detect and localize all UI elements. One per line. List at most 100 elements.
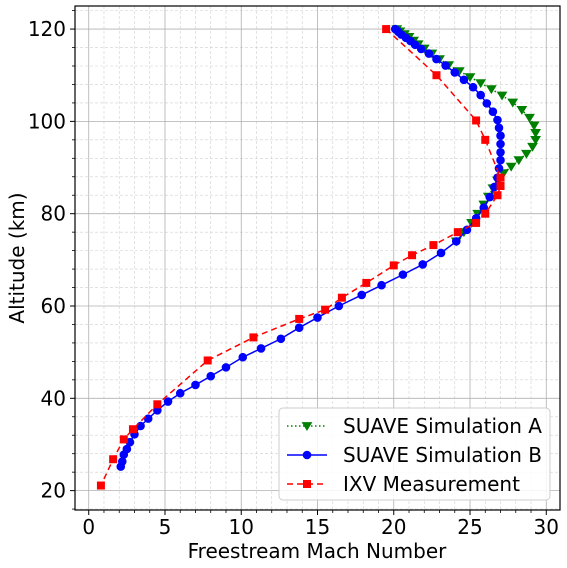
data-point — [528, 121, 540, 131]
data-point — [527, 142, 538, 152]
data-point — [408, 251, 417, 260]
legend-label: SUAVE Simulation A — [343, 414, 542, 438]
data-point — [128, 425, 137, 434]
data-point — [377, 280, 386, 290]
y-tick-label: 60 — [41, 294, 66, 318]
data-point — [206, 371, 216, 381]
data-point — [357, 290, 367, 300]
data-point — [505, 162, 517, 172]
data-point — [294, 323, 304, 332]
x-tick-label: 25 — [457, 515, 482, 539]
data-point — [521, 149, 532, 159]
y-tick-label: 100 — [28, 109, 66, 133]
data-point — [175, 388, 185, 398]
data-point — [221, 363, 231, 372]
data-point — [441, 61, 450, 70]
x-tick-label: 20 — [381, 515, 406, 539]
data-point — [143, 414, 153, 423]
plot-series — [96, 24, 541, 490]
data-point — [119, 450, 129, 459]
y-axis-label: Altitude (km) — [5, 192, 29, 323]
data-point — [295, 314, 304, 323]
data-point — [249, 333, 258, 342]
data-point — [453, 228, 462, 237]
data-point — [472, 116, 481, 125]
data-point — [496, 173, 505, 182]
data-point — [524, 113, 535, 123]
series-line — [120, 28, 502, 467]
data-point — [451, 237, 461, 246]
data-point — [109, 455, 118, 464]
series-line — [396, 28, 537, 242]
data-point — [481, 209, 490, 218]
legend-label: SUAVE Simulation B — [343, 443, 542, 467]
y-axis: 20 40 60 80 100 120 — [28, 10, 75, 510]
data-point — [432, 71, 441, 80]
series-circle — [116, 24, 505, 471]
y-tick-label: 40 — [41, 386, 66, 410]
data-point — [416, 44, 426, 54]
data-point — [530, 135, 541, 145]
x-tick-label: 5 — [159, 515, 172, 539]
data-point — [459, 75, 469, 85]
data-point — [153, 400, 162, 409]
data-point — [116, 462, 126, 471]
data-point — [424, 49, 434, 58]
data-point — [276, 334, 286, 344]
x-axis-label: Freestream Mach Number — [188, 539, 448, 563]
data-point — [398, 270, 408, 279]
legend-entry: IXV Measurement — [287, 472, 520, 496]
x-tick-label: 15 — [305, 515, 330, 539]
data-point — [475, 79, 487, 89]
data-point — [493, 115, 502, 125]
data-point — [321, 305, 330, 314]
data-point — [432, 54, 441, 64]
data-point — [418, 260, 428, 269]
data-point — [119, 435, 128, 444]
data-point — [238, 352, 248, 362]
x-tick-label: 10 — [229, 515, 254, 539]
data-point — [450, 68, 460, 77]
legend-entry: SUAVE Simulation B — [287, 443, 542, 467]
data-point — [496, 182, 505, 190]
y-tick-label: 80 — [41, 202, 66, 226]
data-point — [494, 123, 504, 133]
legend-box — [278, 407, 551, 501]
series-square — [96, 25, 505, 490]
data-point — [256, 344, 266, 353]
y-tick-label: 120 — [28, 17, 66, 41]
legend: SUAVE Simulation A SUAVE Simulation B IXV … — [278, 407, 551, 501]
data-point — [485, 192, 495, 202]
data-point — [410, 40, 420, 50]
x-tick-label: 0 — [82, 515, 95, 539]
data-point — [485, 85, 497, 95]
data-point — [436, 248, 446, 258]
data-point — [496, 155, 505, 165]
data-point — [313, 313, 322, 322]
y-tick-label: 20 — [41, 479, 66, 503]
legend-marker — [303, 480, 311, 488]
data-point — [482, 99, 492, 108]
data-point — [476, 90, 485, 100]
data-point — [507, 98, 519, 108]
legend-entry: SUAVE Simulation A — [287, 414, 542, 438]
data-point — [496, 131, 505, 140]
data-point — [493, 191, 502, 200]
data-point — [496, 91, 508, 101]
legend-label: IXV Measurement — [343, 472, 520, 496]
data-point — [516, 105, 528, 115]
data-point — [464, 73, 476, 83]
data-point — [468, 82, 478, 92]
data-point — [96, 481, 105, 490]
series-triangle-down — [391, 25, 541, 247]
data-point — [472, 218, 481, 227]
data-point — [163, 397, 173, 406]
data-point — [481, 135, 490, 144]
data-point — [513, 156, 525, 166]
data-point — [337, 293, 346, 302]
legend-marker — [302, 450, 312, 460]
data-point — [362, 278, 371, 287]
data-point — [530, 129, 541, 138]
data-point — [496, 148, 505, 157]
